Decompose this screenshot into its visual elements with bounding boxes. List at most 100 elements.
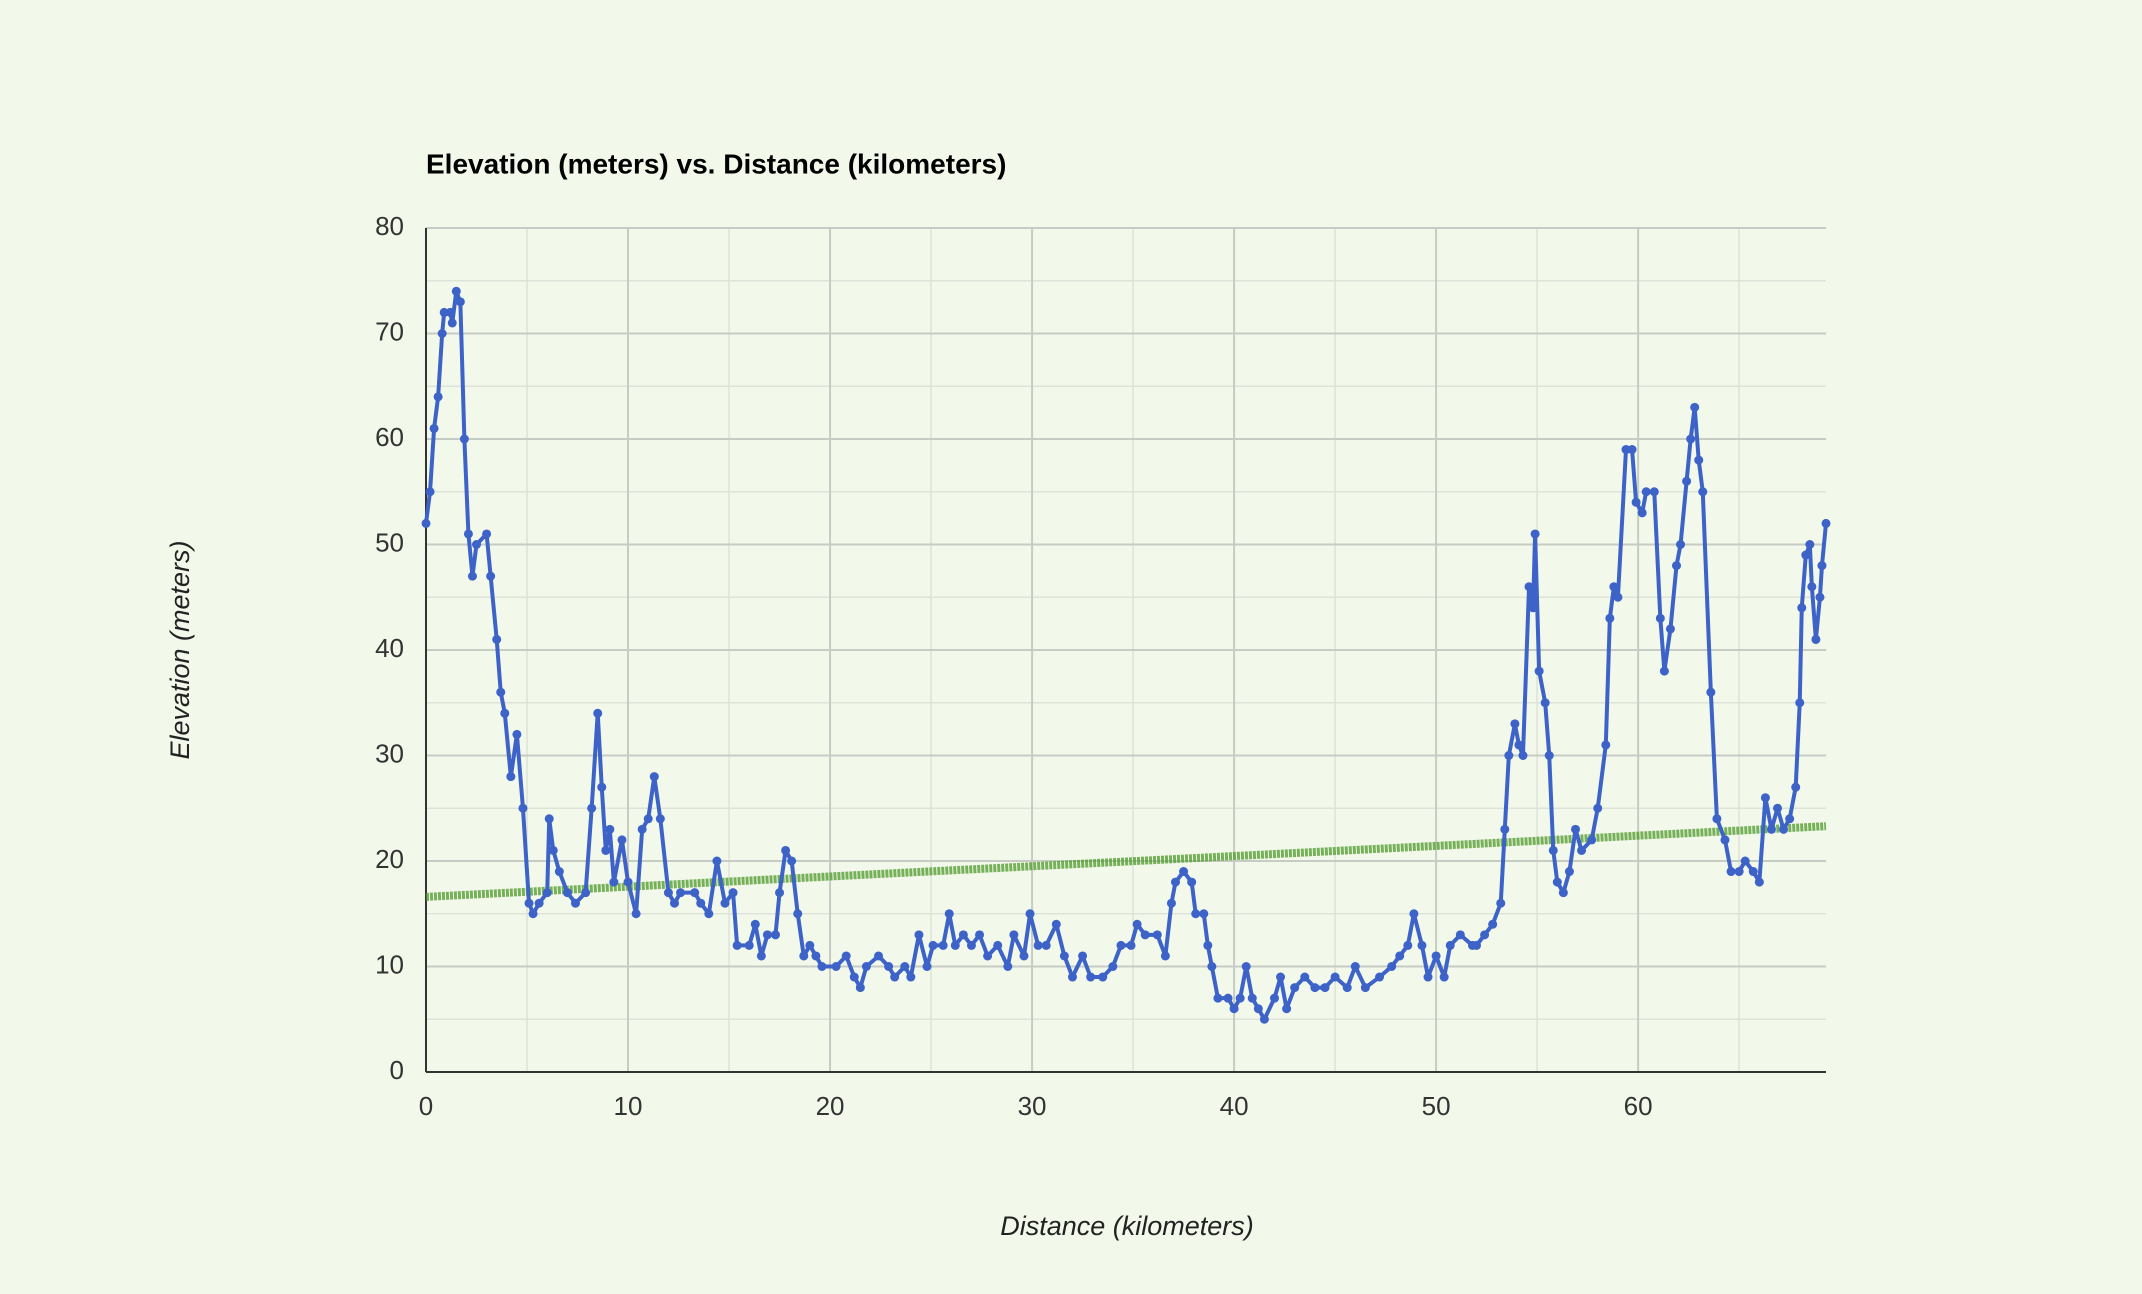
y-tick-label: 40 <box>375 633 404 663</box>
point <box>512 729 522 739</box>
y-tick-label: 70 <box>375 316 404 346</box>
point <box>676 888 686 898</box>
x-tick-label: 20 <box>816 1091 845 1121</box>
point <box>1665 624 1675 634</box>
point <box>750 919 760 929</box>
point <box>1025 909 1035 919</box>
point <box>1431 951 1441 961</box>
point <box>1552 877 1562 887</box>
point <box>1067 972 1077 982</box>
point <box>900 962 910 971</box>
point <box>601 845 611 855</box>
point <box>447 318 457 328</box>
point <box>542 888 552 898</box>
point <box>421 518 431 528</box>
point <box>1548 845 1558 855</box>
point <box>1213 993 1223 1003</box>
point <box>696 898 706 908</box>
point <box>1423 972 1433 982</box>
point <box>1276 972 1286 982</box>
point <box>1544 751 1554 760</box>
point <box>1033 940 1043 950</box>
point <box>663 888 673 898</box>
point <box>704 909 714 919</box>
point <box>1290 983 1300 993</box>
point <box>1375 972 1385 982</box>
point <box>1395 951 1405 961</box>
point <box>1734 867 1744 877</box>
point <box>1360 983 1370 993</box>
point <box>1439 972 1449 982</box>
x-tick-label: 40 <box>1220 1091 1249 1121</box>
point <box>966 940 976 950</box>
point <box>983 951 993 961</box>
point <box>1659 666 1669 676</box>
point <box>649 772 659 782</box>
x-tick-label: 0 <box>419 1091 433 1121</box>
point <box>1754 877 1764 887</box>
point <box>1229 1004 1239 1014</box>
point <box>890 972 900 982</box>
x-tick-label: 10 <box>614 1091 643 1121</box>
point <box>459 434 469 444</box>
point <box>993 940 1003 950</box>
y-tick-label: 0 <box>390 1055 404 1085</box>
point <box>1785 814 1795 824</box>
point <box>581 888 591 898</box>
y-tick-label: 10 <box>375 949 404 979</box>
point <box>950 940 960 950</box>
point <box>1631 497 1641 507</box>
point <box>1235 993 1245 1003</box>
point <box>544 814 554 824</box>
point <box>975 930 985 940</box>
point <box>570 898 580 908</box>
point <box>617 835 627 845</box>
point <box>1350 962 1360 971</box>
point <box>1817 561 1827 571</box>
point <box>1801 550 1811 560</box>
point <box>1773 803 1783 813</box>
point <box>1078 951 1088 961</box>
point <box>1241 962 1251 971</box>
point <box>1627 445 1637 455</box>
y-tick-label: 30 <box>375 738 404 768</box>
point <box>467 571 477 581</box>
point <box>1187 877 1197 887</box>
point <box>492 634 502 644</box>
point <box>472 540 482 549</box>
point <box>451 286 461 296</box>
point <box>1797 603 1807 613</box>
point <box>1041 940 1051 950</box>
point <box>1140 930 1150 940</box>
y-tick-label: 80 <box>375 211 404 241</box>
point <box>1152 930 1162 940</box>
point <box>1132 919 1142 929</box>
point <box>1051 919 1061 929</box>
point <box>433 392 443 402</box>
point <box>874 951 884 961</box>
point <box>712 856 722 866</box>
point <box>437 329 447 338</box>
point <box>720 898 730 908</box>
y-tick-label: 20 <box>375 844 404 874</box>
point <box>445 307 455 317</box>
point <box>631 909 641 919</box>
point <box>1247 993 1257 1003</box>
point <box>1672 561 1682 571</box>
point <box>1815 592 1825 602</box>
x-tick-label: 50 <box>1422 1091 1451 1121</box>
point <box>1720 835 1730 845</box>
point <box>1496 898 1506 908</box>
point <box>1807 582 1817 592</box>
point <box>938 940 948 950</box>
point <box>1282 1004 1292 1014</box>
point <box>1686 434 1696 444</box>
point <box>1609 582 1619 592</box>
point <box>1712 814 1722 824</box>
point <box>1726 867 1736 877</box>
point <box>669 898 679 908</box>
point <box>455 297 465 307</box>
